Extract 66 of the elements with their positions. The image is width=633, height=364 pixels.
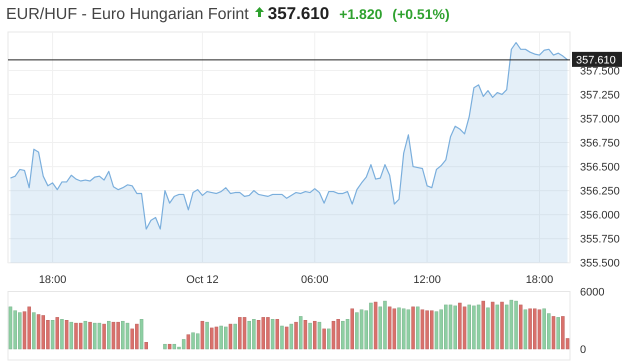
ref-line-label: 357.610 [576,54,616,67]
x-tick-label: Oct 12 [186,274,219,286]
bar [552,316,556,350]
bar [290,324,294,350]
bar [102,324,106,350]
bar [233,324,237,350]
bar [205,322,209,350]
bar [486,308,490,350]
bar [350,308,354,350]
bar [416,306,420,350]
chart-title: EUR/HUF - Euro Hungarian Forint [6,6,249,24]
bar [556,317,560,350]
y-tick-label: 355.750 [580,234,620,246]
x-tick-label: 12:00 [413,274,441,286]
bar [200,320,204,350]
bar [284,326,288,350]
bar [524,309,528,350]
bar [144,342,148,350]
bar [70,322,74,350]
bar [270,319,274,350]
y-tick-label: 356.000 [580,209,620,222]
y-tick-label: 357.250 [580,89,620,102]
bar [294,322,298,350]
bar [312,320,317,350]
bar [186,334,190,350]
x-tick-label: 06:00 [300,274,329,286]
bar [106,320,111,350]
bar [318,322,322,350]
bar [88,322,92,350]
bar [304,320,308,350]
bar [496,304,500,350]
y-tick-label: 357.500 [580,65,620,78]
y-tick-label: 356.250 [580,185,620,198]
bar [322,328,326,350]
text: (+0.51%) [392,6,450,22]
bar [228,324,232,350]
bar [500,302,504,350]
bar [280,326,284,350]
y-tick-label: 356.500 [580,161,620,174]
bar [411,306,415,350]
bar [50,320,54,350]
bar [490,302,494,350]
bar [276,319,280,350]
bar [518,304,522,350]
bar [140,319,144,350]
bar [374,302,378,350]
bar [168,344,172,350]
bar [482,300,486,350]
text: +1.820 [339,6,382,22]
y-tick-label: 6000 [580,286,604,298]
bar [308,322,312,350]
bar [32,312,36,350]
bar [327,328,331,350]
x-tick-label: 18:00 [38,274,66,286]
x-tick-label: 18:00 [526,274,554,286]
bar [163,344,167,350]
bar [84,320,88,350]
text: 357.610 [268,4,330,24]
y-tick-label: 0 [580,344,586,356]
bar [64,320,68,350]
bar [56,317,60,350]
bar [60,319,64,350]
y-tick-label: 355.500 [580,258,620,270]
y-tick-label: 356.750 [580,137,620,150]
bar [298,316,302,350]
y-tick-label: 357.000 [580,113,620,126]
